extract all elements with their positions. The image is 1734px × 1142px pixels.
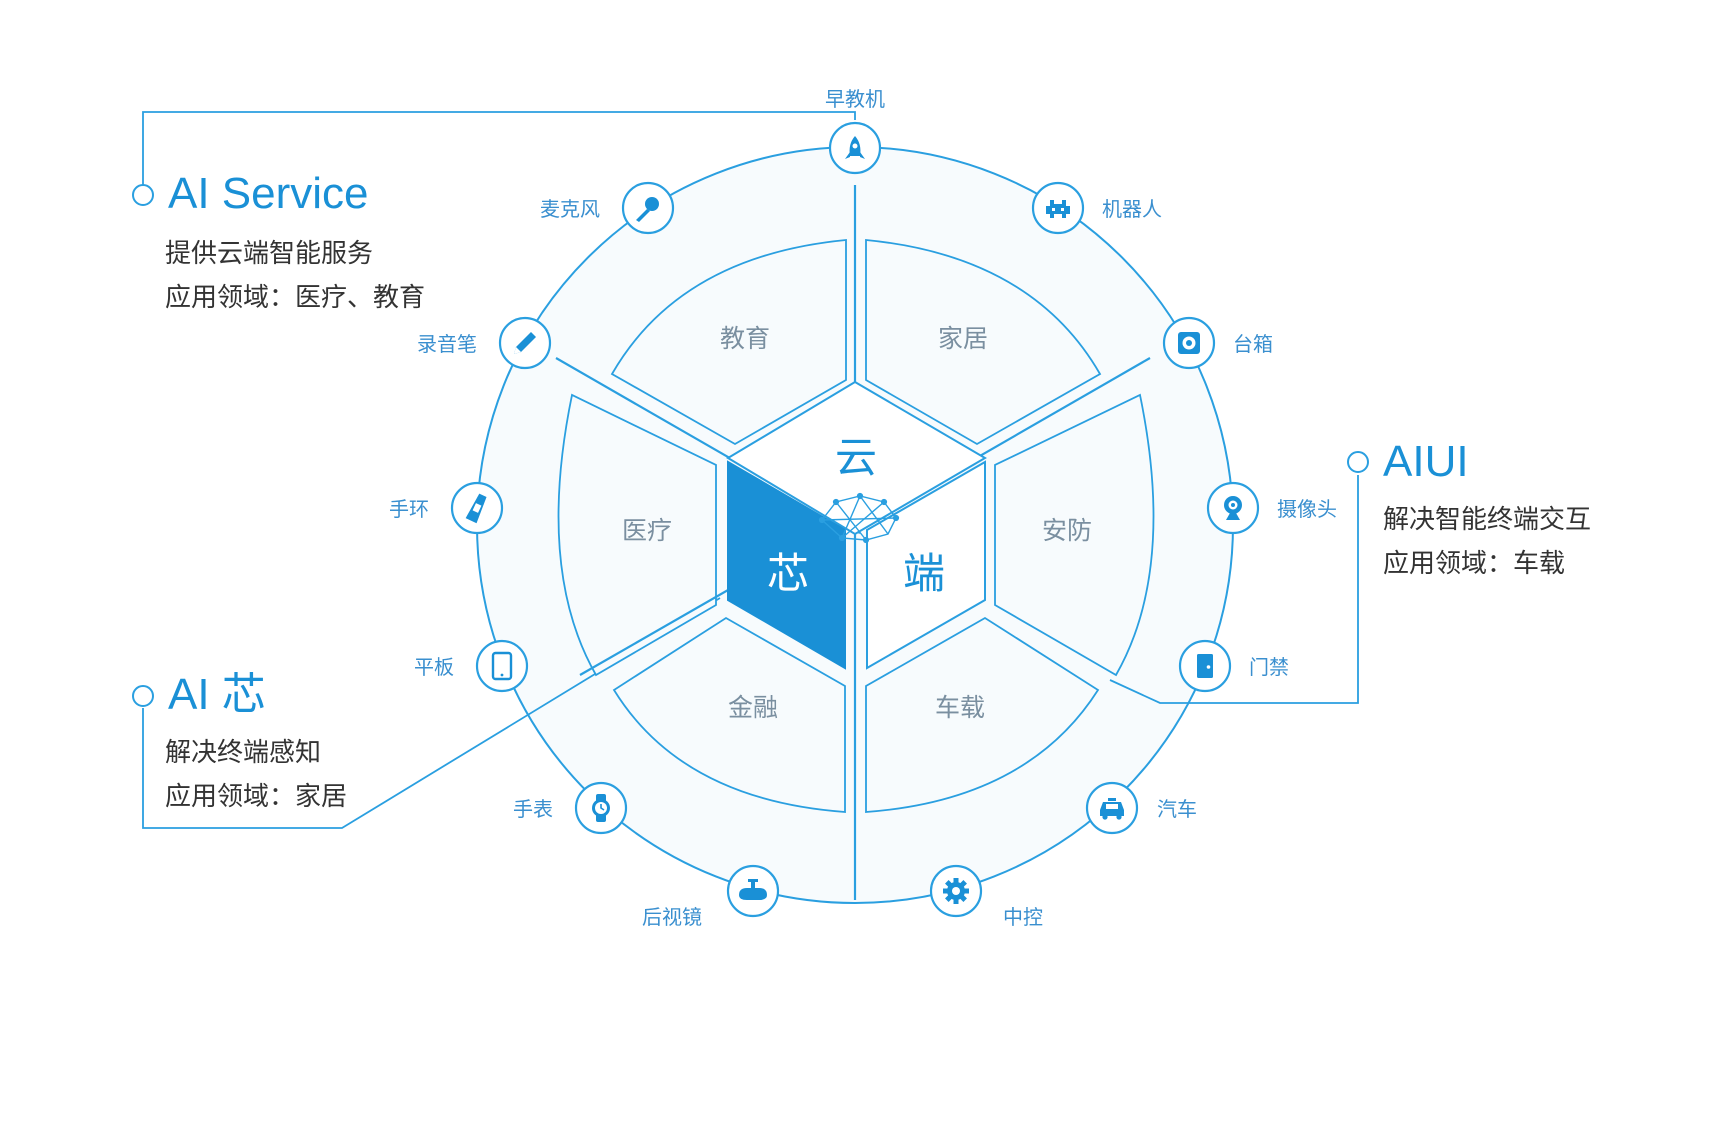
aiui-description: 解决智能终端交互 [1383, 505, 1592, 535]
ai-chip-application: 应用领域：家居 [165, 782, 348, 812]
door-icon [1197, 654, 1213, 678]
device-label: 台箱 [1233, 332, 1273, 356]
device-node[interactable]: 平板 [414, 639, 529, 693]
ai-service-connector [142, 111, 856, 195]
segment-finance[interactable]: 金融 [612, 616, 846, 813]
device-node[interactable]: 手表 [513, 781, 628, 835]
device-node[interactable]: 手环 [389, 481, 504, 535]
hub-terminal-label: 端 [903, 549, 945, 598]
device-label: 手环 [389, 497, 429, 521]
terminal-hub-face[interactable] [866, 460, 986, 670]
hub-chip-label: 芯 [767, 549, 809, 598]
device-label: 机器人 [1102, 197, 1162, 221]
aiui-anchor [1347, 451, 1369, 473]
cloud-hub-face [726, 380, 987, 536]
ai-service-application: 应用领域：医疗、教育 [165, 283, 426, 313]
ai-chip-connector [142, 597, 721, 829]
rearview-mirror-icon [739, 879, 767, 900]
tablet-icon [491, 651, 513, 681]
segment-education[interactable]: 教育 [610, 239, 847, 446]
aiui-callout: AIUI 解决智能终端交互 应用领域：车载 [1383, 440, 1591, 586]
device-node[interactable]: 汽车 [1085, 781, 1197, 835]
gear-icon [943, 878, 969, 904]
device-label: 平板 [414, 655, 454, 679]
device-node[interactable]: 摄像头 [1206, 481, 1337, 535]
device-label: 后视镜 [642, 905, 702, 929]
device-label: 摄像头 [1277, 497, 1337, 521]
device-node[interactable]: 麦克风 [540, 181, 675, 235]
segment-home[interactable]: 家居 [865, 239, 1102, 446]
device-node[interactable]: 录音笔 [417, 316, 552, 370]
segment-label-home: 家居 [938, 324, 988, 353]
space-invader-icon [1046, 200, 1070, 218]
device-label: 中控 [1003, 905, 1043, 929]
device-node[interactable]: 机器人 [1031, 181, 1162, 235]
segment-vehicle[interactable]: 车载 [865, 616, 1100, 813]
segment-label-vehicle: 车载 [935, 693, 985, 722]
segment-security[interactable]: 安防 [994, 393, 1155, 677]
brain-mesh-icon [818, 492, 900, 544]
segment-label-medical: 医疗 [622, 516, 672, 545]
hub-cloud-label: 云 [835, 433, 877, 482]
device-label: 手表 [513, 797, 553, 821]
car-icon [1100, 798, 1124, 820]
segment-label-education: 教育 [720, 324, 770, 353]
spokes [555, 185, 1151, 900]
ai-chip-callout: AI 芯 解决终端感知 应用领域：家居 [165, 670, 348, 819]
segment-medical[interactable]: 医疗 [557, 393, 717, 677]
ai-service-title: AI Service [168, 169, 369, 218]
device-label: 录音笔 [417, 332, 477, 356]
speaker-icon [1178, 332, 1200, 354]
ai-chip-anchor [132, 685, 154, 707]
device-label: 汽车 [1157, 797, 1197, 821]
segment-label-finance: 金融 [728, 693, 778, 722]
wristband-icon [465, 493, 487, 524]
device-node[interactable]: 中控 [929, 864, 1043, 929]
aiui-title: AIUI [1383, 437, 1469, 486]
segment-label-security: 安防 [1042, 516, 1092, 545]
rocket-icon [845, 136, 865, 159]
device-node[interactable]: 后视镜 [642, 864, 780, 929]
watch-icon [592, 794, 610, 822]
device-label: 早教机 [825, 87, 885, 111]
ai-service-callout: AI Service 提供云端智能服务 应用领域：医疗、教育 [165, 169, 426, 320]
webcam-icon [1224, 496, 1242, 520]
device-node[interactable]: 台箱 [1162, 316, 1273, 370]
ai-service-anchor [132, 184, 154, 206]
device-label: 门禁 [1249, 655, 1289, 679]
microphone-icon [636, 197, 659, 222]
ai-chip-description: 解决终端感知 [165, 738, 322, 768]
device-node[interactable]: 门禁 [1178, 639, 1289, 693]
pen-icon [514, 332, 536, 354]
device-node[interactable]: 早教机 [825, 87, 885, 175]
device-label: 麦克风 [540, 197, 600, 221]
aiui-connector [1109, 475, 1359, 704]
ai-chip-title: AI 芯 [168, 670, 266, 719]
chip-hub-face[interactable] [727, 460, 846, 670]
aiui-application: 应用领域：车载 [1383, 549, 1566, 579]
ai-service-description: 提供云端智能服务 [165, 239, 374, 269]
